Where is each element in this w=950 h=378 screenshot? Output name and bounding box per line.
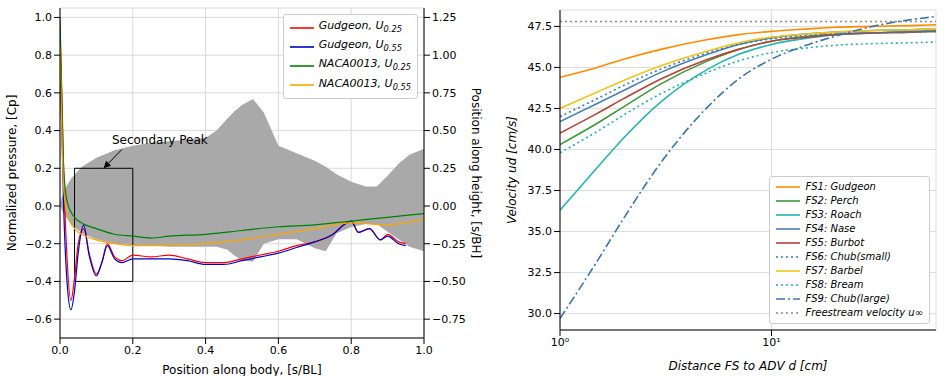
html-text:NACA0013, U0.25: NACA0013, U0.25 xyxy=(318,57,411,73)
svg-text:0.6: 0.6 xyxy=(270,344,288,357)
html-text:Gudgeon, U0.55: Gudgeon, U0.55 xyxy=(318,38,402,54)
svg-text:0.8: 0.8 xyxy=(35,49,53,62)
svg-text:32.5: 32.5 xyxy=(528,266,553,279)
svg-text:10⁰: 10⁰ xyxy=(551,336,570,349)
svg-text:40.0: 40.0 xyxy=(528,143,553,156)
html-text:FS9: Chub(large): FS9: Chub(large) xyxy=(805,293,890,304)
svg-text:37.5: 37.5 xyxy=(528,184,553,197)
html-text:FS6: Chub(small): FS6: Chub(small) xyxy=(805,251,891,262)
html-text:FS8: Bream: FS8: Bream xyxy=(805,279,864,290)
svg-text:−0.2: −0.2 xyxy=(25,238,52,251)
svg-text:30.0: 30.0 xyxy=(528,307,553,320)
svg-text:42.5: 42.5 xyxy=(528,102,553,115)
svg-text:0.25: 0.25 xyxy=(432,162,457,175)
svg-text:45.0: 45.0 xyxy=(528,61,553,74)
svg-text:1.00: 1.00 xyxy=(432,49,457,62)
html-text:FS3: Roach: FS3: Roach xyxy=(805,209,862,220)
svg-text:−0.4: −0.4 xyxy=(25,275,52,288)
svg-text:0.2: 0.2 xyxy=(124,344,142,357)
svg-text:−0.25: −0.25 xyxy=(432,238,466,251)
svg-text:1.0: 1.0 xyxy=(415,344,433,357)
svg-text:0.4: 0.4 xyxy=(197,344,215,357)
html-text:FS4: Nase: FS4: Nase xyxy=(805,223,856,234)
svg-text:0.6: 0.6 xyxy=(35,87,53,100)
svg-text:−0.75: −0.75 xyxy=(432,313,466,326)
html-text:FS7: Barbel: FS7: Barbel xyxy=(805,265,863,276)
svg-text:Secondary Peak: Secondary Peak xyxy=(112,133,208,147)
html-text:NACA0013, U0.55: NACA0013, U0.55 xyxy=(318,76,411,92)
svg-text:0.75: 0.75 xyxy=(432,87,457,100)
svg-text:Position along body, [s/BL]: Position along body, [s/BL] xyxy=(162,363,322,376)
svg-text:0.8: 0.8 xyxy=(342,344,360,357)
svg-text:Normalized pressure, [Cp]: Normalized pressure, [Cp] xyxy=(5,95,19,252)
svg-text:0.00: 0.00 xyxy=(432,200,457,213)
svg-text:1.25: 1.25 xyxy=(432,11,457,24)
svg-text:0.50: 0.50 xyxy=(432,124,457,137)
html-text:Gudgeon, U0.25: Gudgeon, U0.25 xyxy=(318,19,402,35)
html-text:Freestream velocity u∞: Freestream velocity u∞ xyxy=(805,307,923,318)
svg-text:0.4: 0.4 xyxy=(35,124,53,137)
svg-text:Distance FS to ADV d [cm]: Distance FS to ADV d [cm] xyxy=(668,359,827,373)
svg-text:10¹: 10¹ xyxy=(762,336,780,349)
svg-text:35.0: 35.0 xyxy=(528,225,553,238)
html-text:FS5: Burbot: FS5: Burbot xyxy=(805,237,865,248)
svg-text:−0.6: −0.6 xyxy=(25,313,52,326)
svg-text:47.5: 47.5 xyxy=(528,20,553,33)
svg-text:0.2: 0.2 xyxy=(35,162,53,175)
svg-text:Position along height, [s/BH]: Position along height, [s/BH] xyxy=(469,88,483,258)
svg-text:Velocity ud [cm/s]: Velocity ud [cm/s] xyxy=(505,116,519,224)
svg-text:1.0: 1.0 xyxy=(35,11,53,24)
html-text:FS2: Perch: FS2: Perch xyxy=(805,195,859,206)
svg-text:−0.50: −0.50 xyxy=(432,275,466,288)
svg-text:0.0: 0.0 xyxy=(51,344,69,357)
html-text:FS1: Gudgeon: FS1: Gudgeon xyxy=(805,181,876,192)
svg-text:0.0: 0.0 xyxy=(35,200,53,213)
